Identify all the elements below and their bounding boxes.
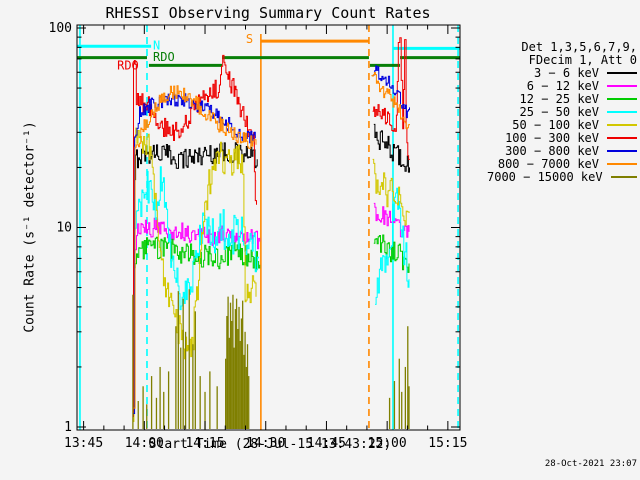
axes-layer: 13:45 14:00 14:15 14:30 14:45 15:00 15:15 1 10 10… [49,21,468,451]
x-tick-label: 15:15 [428,436,467,451]
night-flag-label: N [153,39,160,53]
legend-entry-6: 100 − 300 keV [487,130,637,145]
legend-header-decimation: FDecim 1, Att 0 [528,52,637,67]
legend-entry-2: 6 − 12 keV [487,78,637,93]
x-axis-label: Start Time (28-Jul-15 13:43:22) [148,437,392,452]
x-tick-label: 14:00 [125,436,164,451]
legend-entry-label: 7000 − 15000 keV [487,169,603,184]
legend-entry-label: 800 − 7000 keV [497,156,599,171]
legend-color-line [607,149,637,152]
y-tick-label: 1 [64,420,72,435]
legend-entry-7: 300 − 800 keV [487,143,637,158]
series-2 [132,202,410,397]
legend-entry-9: 7000 − 15000 keV [487,169,637,184]
series-path [372,158,410,226]
series-path [133,142,258,386]
legend-entry-label: 50 − 100 keV [512,117,599,132]
series-1 [133,123,410,386]
series-9-spikes [132,289,410,429]
creation-timestamp: 28-Oct-2021 23:07 [544,459,637,469]
series-5 [132,127,410,422]
x-tick-label: 14:15 [185,436,224,451]
legend-color-line [607,162,637,165]
series-path [132,166,259,416]
saa-flag-label: S [246,32,253,46]
chart-title: RHESSI Observing Summary Count Rates [105,4,431,22]
legend-color-line [607,136,637,139]
legend-entry-3: 12 − 25 keV [487,91,637,106]
legend-color-line [610,175,637,178]
legend-entry-8: 800 − 7000 keV [487,156,637,171]
series-6 [133,37,410,417]
legend-color-line [607,71,637,74]
legend-color-line [607,123,637,126]
legend-color-line [607,84,637,87]
series-path [372,65,410,119]
rdo-flag-label: RDO [153,50,175,64]
legend: Det 1,3,5,6,7,9, FDecim 1, Att 0 3 − 6 k… [487,39,637,184]
legend-entry-1: 3 − 6 keV [487,65,637,80]
legend-entry-label: 3 − 6 keV [533,65,599,80]
data-layer [132,37,410,429]
y-axis-label: Count Rate (s⁻¹ detector⁻¹) [22,121,38,333]
y-tick-label: 100 [49,21,72,36]
legend-entry-label: 25 − 50 keV [519,104,599,119]
legend-color-line [607,110,637,113]
series-7 [133,65,410,414]
y-tick-label: 10 [56,221,72,236]
series-path [373,123,410,173]
legend-entry-label: 300 − 800 keV [505,143,599,158]
x-tick-label: 13:45 [64,436,103,451]
x-tick-label: 14:45 [307,436,346,451]
series-path [133,85,257,409]
series-path [133,54,257,417]
legend-entry-5: 50 − 100 keV [487,117,637,132]
series-path [375,187,410,305]
legend-entry-label: 100 − 300 keV [505,130,599,145]
series-8 [133,72,410,409]
series-path [371,72,410,130]
series-path [132,127,257,422]
legend-entry-4: 25 − 50 keV [487,104,637,119]
x-tick-label: 14:30 [246,436,285,451]
series-4 [132,166,410,416]
legend-entry-label: 6 − 12 keV [526,78,599,93]
x-tick-label: 15:00 [368,436,407,451]
legend-header-detectors: Det 1,3,5,6,7,9, [521,39,637,54]
legend-entry-label: 12 − 25 keV [519,91,599,106]
series-path [372,37,410,160]
legend-color-line [607,97,637,100]
